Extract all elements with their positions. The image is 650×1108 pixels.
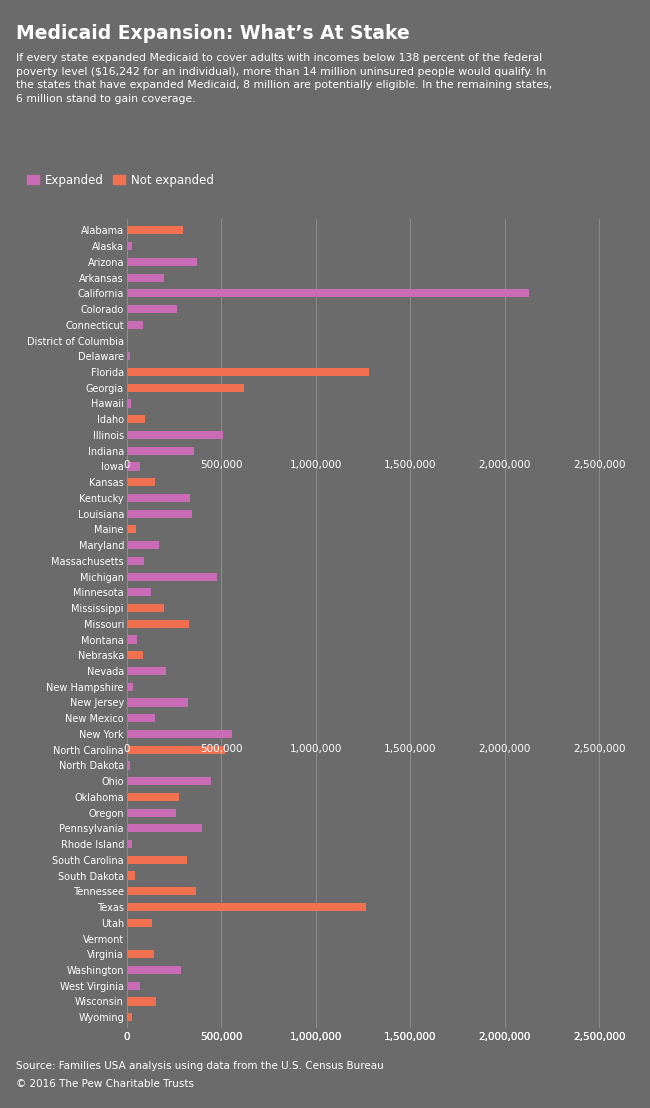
Bar (127, 399, 131, 408)
Bar (127, 352, 130, 360)
Bar (127, 777, 211, 786)
Bar (127, 636, 136, 644)
Bar (127, 746, 225, 753)
Text: Source: Families USA analysis using data from the U.S. Census Bureau: Source: Families USA analysis using data… (16, 1061, 384, 1071)
Bar (127, 872, 135, 880)
Bar (127, 416, 145, 423)
Bar (127, 573, 216, 581)
Text: Medicaid Expansion: What’s At Stake: Medicaid Expansion: What’s At Stake (16, 24, 410, 43)
Bar (127, 698, 188, 707)
Bar (127, 761, 130, 770)
Bar (127, 305, 177, 314)
Bar (127, 934, 128, 943)
Text: © 2016 The Pew Charitable Trusts: © 2016 The Pew Charitable Trusts (16, 1079, 194, 1089)
Bar (127, 242, 132, 250)
Bar (127, 715, 155, 722)
Bar (127, 604, 164, 612)
Bar (127, 320, 144, 329)
Bar (127, 888, 196, 895)
Text: 500,000: 500,000 (200, 461, 242, 471)
Bar (127, 809, 176, 817)
Bar (127, 919, 151, 927)
Bar (127, 652, 144, 659)
Bar (127, 824, 202, 832)
Bar (127, 619, 188, 628)
Bar (127, 478, 155, 486)
Bar (127, 951, 153, 958)
Bar (127, 462, 140, 471)
Bar (127, 982, 140, 989)
Bar (127, 903, 367, 911)
Bar (127, 383, 244, 392)
Text: 1,500,000: 1,500,000 (384, 461, 436, 471)
Bar (127, 510, 192, 517)
Bar (127, 840, 132, 849)
Bar (127, 274, 164, 281)
Text: 1,000,000: 1,000,000 (289, 743, 342, 753)
Bar (127, 431, 223, 439)
Bar (127, 494, 190, 502)
Bar (127, 368, 369, 376)
Bar (127, 793, 179, 801)
Text: 2,000,000: 2,000,000 (478, 743, 531, 753)
Bar (127, 337, 128, 345)
Text: 0: 0 (124, 461, 130, 471)
Text: 1,500,000: 1,500,000 (384, 743, 436, 753)
Text: 2,500,000: 2,500,000 (573, 743, 625, 753)
Bar (127, 730, 231, 738)
Bar (127, 541, 159, 550)
Bar (127, 1013, 132, 1022)
Text: 500,000: 500,000 (200, 743, 242, 753)
Bar (127, 588, 151, 596)
Text: 2,000,000: 2,000,000 (478, 461, 531, 471)
Text: 2,500,000: 2,500,000 (573, 461, 625, 471)
Bar (127, 667, 166, 675)
Bar (127, 258, 197, 266)
Bar (127, 289, 529, 297)
Bar (127, 683, 133, 691)
Text: 1,000,000: 1,000,000 (289, 461, 342, 471)
Bar (127, 997, 156, 1006)
Bar (127, 556, 144, 565)
Bar (127, 966, 181, 974)
Bar (127, 525, 136, 533)
Bar (127, 855, 187, 864)
Text: If every state expanded Medicaid to cover adults with incomes below 138 percent : If every state expanded Medicaid to cove… (16, 53, 552, 104)
Text: 0: 0 (124, 743, 130, 753)
Legend: Expanded, Not expanded: Expanded, Not expanded (22, 168, 218, 192)
Bar (127, 447, 194, 454)
Bar (127, 226, 183, 235)
